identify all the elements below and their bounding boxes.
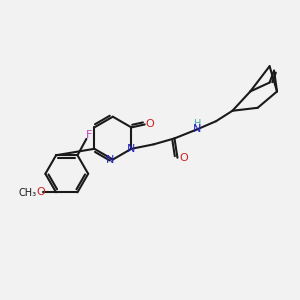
Text: H: H (194, 119, 202, 129)
Text: CH₃: CH₃ (18, 188, 36, 198)
Text: O: O (180, 153, 188, 163)
Text: N: N (127, 144, 136, 154)
Text: O: O (37, 187, 46, 197)
Text: F: F (85, 130, 92, 140)
Text: N: N (193, 124, 201, 134)
Text: O: O (146, 119, 154, 129)
Text: N: N (106, 154, 114, 164)
